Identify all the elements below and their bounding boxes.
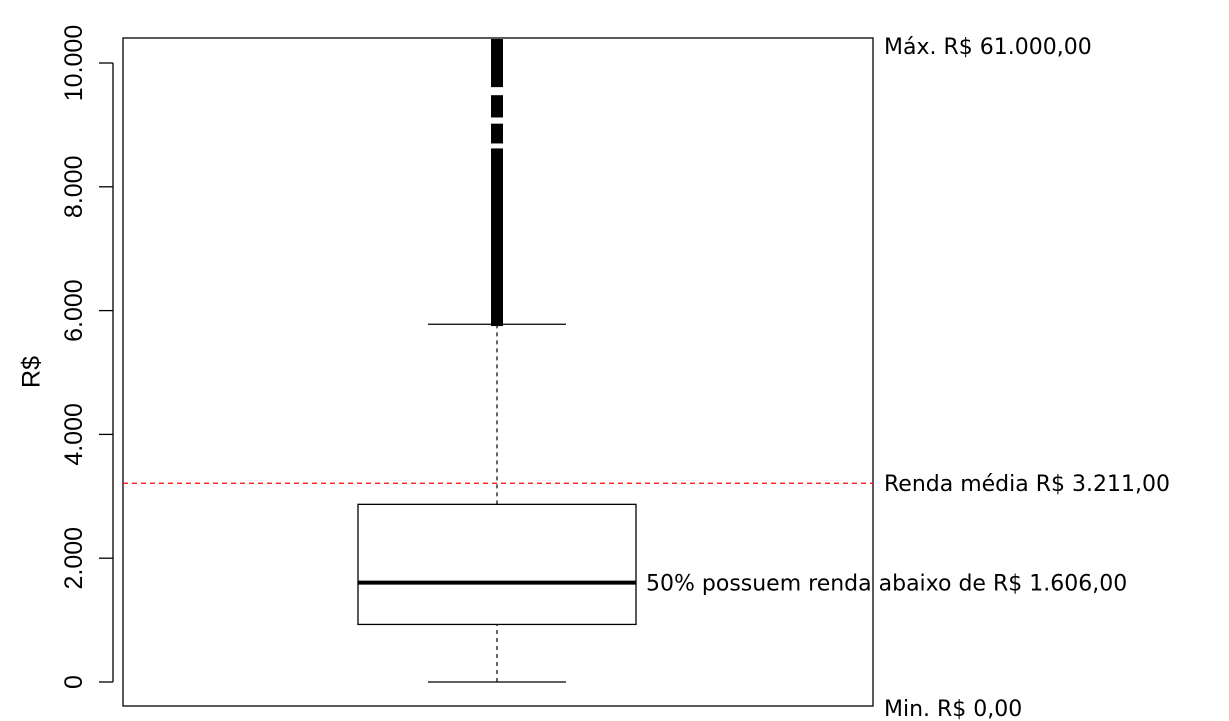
- iqr-box: [357, 503, 637, 626]
- max-annotation: Máx. R$ 61.000,00: [884, 35, 1092, 60]
- plot-frame: [122, 37, 874, 707]
- median-annotation: 50% possuem renda abaixo de R$ 1.606,00: [646, 572, 1127, 597]
- min-annotation: Min. R$ 0,00: [884, 697, 1022, 721]
- mean-annotation: Renda média R$ 3.211,00: [884, 472, 1170, 497]
- y-tick-label: 4.000: [60, 403, 88, 466]
- outlier-points: [491, 39, 503, 327]
- outlier-gap: [490, 87, 504, 96]
- y-tick-label: 8.000: [60, 156, 88, 219]
- y-tick-label: 0: [60, 675, 88, 689]
- y-axis-label: R$: [18, 356, 46, 388]
- y-tick-label: 10.000: [60, 25, 88, 101]
- outlier-gap: [490, 117, 504, 124]
- outlier-gap: [490, 143, 504, 149]
- y-tick-label: 2.000: [60, 527, 88, 590]
- y-tick-label: 6.000: [60, 279, 88, 342]
